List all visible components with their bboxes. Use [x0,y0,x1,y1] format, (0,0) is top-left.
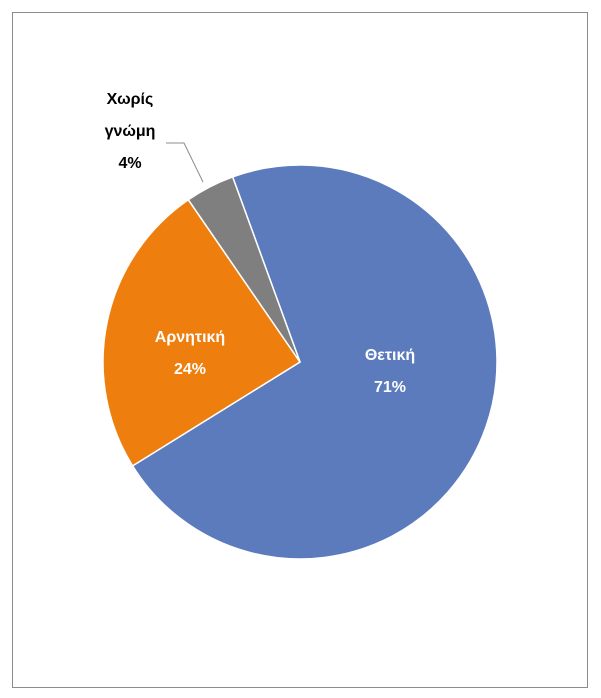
value-label: 24% [173,361,207,378]
value-label: 4% [118,155,142,172]
pie-slice [102,198,302,467]
category-label: Χωρίς γνώμη [104,91,156,140]
slice-label: Αρνητική 24% [135,322,245,386]
slice-label: Θετική 71% [335,340,445,404]
leader-line [166,142,204,183]
pie-slice [131,164,498,560]
slice-label: Χωρίς γνώμη 4% [75,84,185,180]
pie-slice [187,175,301,363]
category-label: Αρνητική [154,329,226,346]
value-label: 71% [373,379,407,396]
category-label: Θετική [364,347,416,364]
